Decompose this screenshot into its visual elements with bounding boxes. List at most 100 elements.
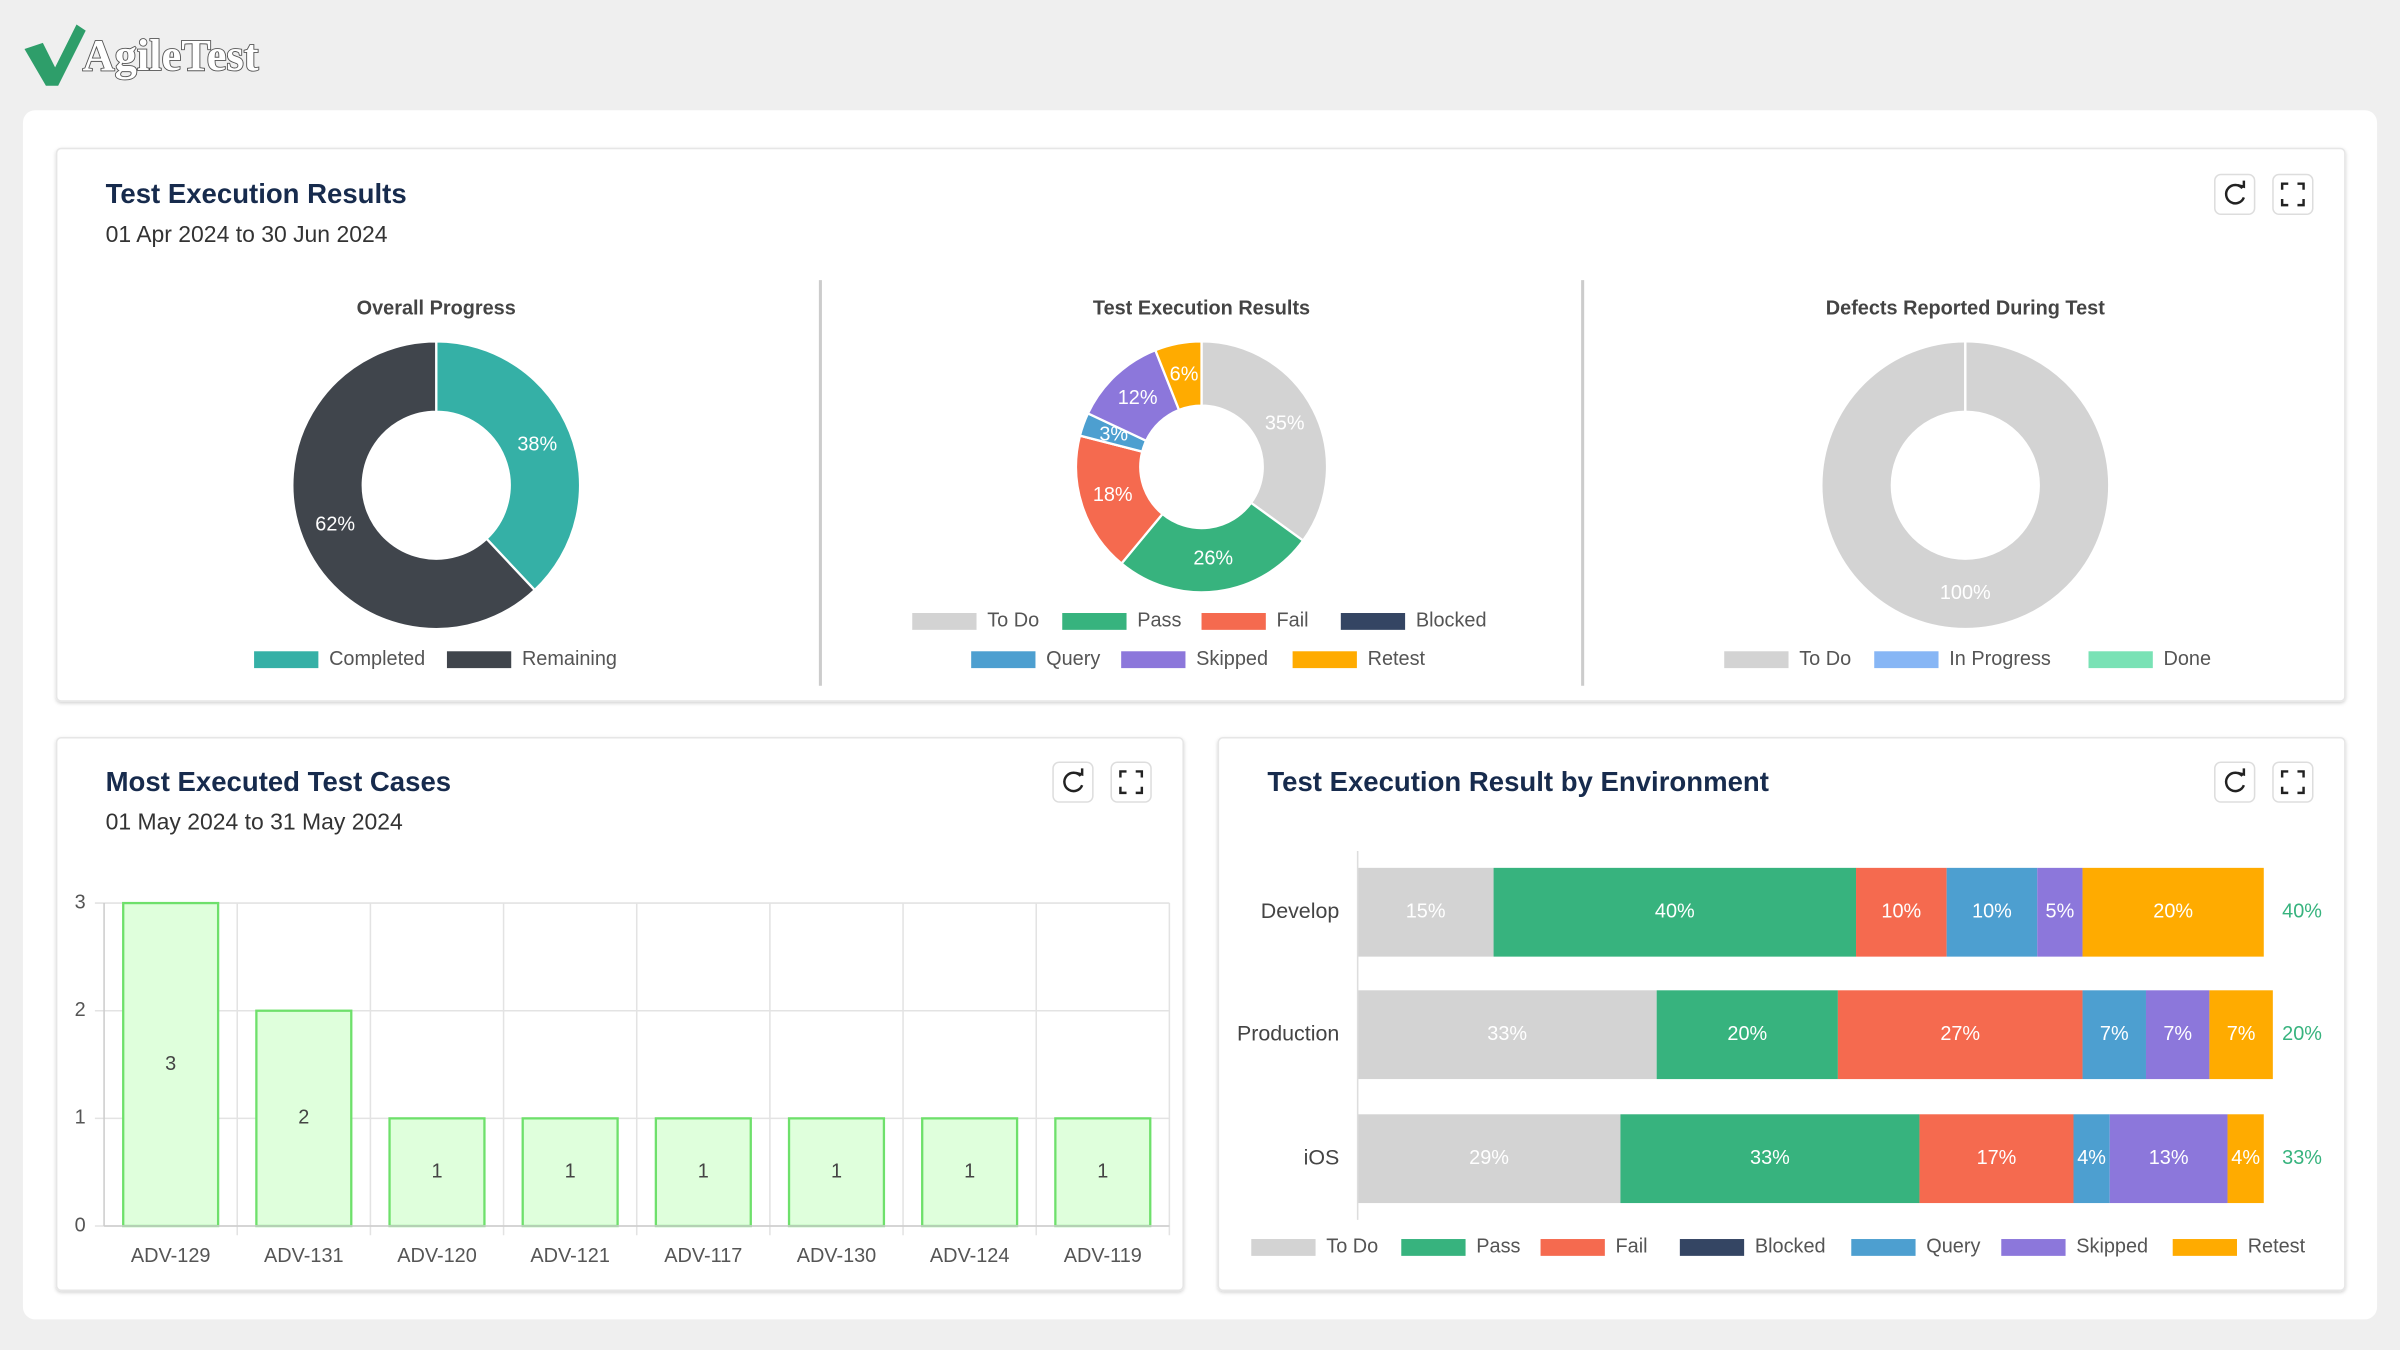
refresh-button[interactable] (2214, 173, 2256, 216)
legend-swatch (1340, 613, 1406, 630)
legend-swatch (971, 651, 1036, 669)
refresh-button[interactable] (1052, 761, 1094, 803)
bar-segment (2109, 1114, 2228, 1204)
fullscreen-icon (2280, 770, 2305, 795)
y-tick-label: 2 (75, 999, 86, 1021)
donut-slice (1820, 340, 2111, 631)
data-label: 33% (1750, 1147, 1790, 1169)
refresh-arrow (2237, 180, 2246, 189)
data-label: 62% (315, 513, 355, 535)
data-label: 1 (964, 1160, 975, 1182)
bar-segment (1357, 1114, 1621, 1204)
bar-segment (2073, 1114, 2110, 1204)
legend-label: Completed (329, 648, 425, 670)
legend-swatch (446, 651, 512, 669)
legend-label: To Do (1799, 648, 1851, 670)
legend-label: In Progress (1949, 648, 2051, 670)
donut-slice (1200, 340, 1329, 543)
button-bg (1110, 761, 1152, 803)
legend-swatch (1201, 613, 1266, 630)
button-bg (2272, 173, 2314, 216)
legend-label: Remaining (522, 648, 617, 670)
y-tick-label: 0 (75, 1214, 86, 1236)
legend-label: Skipped (1196, 648, 1268, 670)
bar-segment (1357, 990, 1657, 1080)
data-label: 4% (2231, 1147, 2260, 1169)
data-label: 20% (2153, 900, 2193, 922)
refresh-button[interactable] (2214, 761, 2256, 803)
data-label: 1 (1097, 1160, 1108, 1182)
refresh-arrow (2237, 768, 2246, 777)
card-title: Most Executed Test Cases (106, 766, 451, 797)
bar (654, 1117, 752, 1228)
bar-segment (2082, 867, 2264, 957)
legend-label: Fail (1277, 610, 1309, 632)
refresh-arrow (1075, 768, 1084, 777)
legend-label: Blocked (1755, 1236, 1826, 1258)
chart-title: Defects Reported During Test (1826, 297, 2105, 319)
legend-label: Query (1046, 648, 1100, 670)
data-label: 12% (1118, 387, 1158, 409)
legend-label: Query (1926, 1236, 1980, 1258)
data-label: 15% (1406, 900, 1446, 922)
data-label: 2 (298, 1107, 309, 1129)
data-label: 13% (2149, 1147, 2189, 1169)
bar (122, 901, 220, 1228)
pass-rate: 33% (2282, 1147, 2322, 1169)
button-bg (2214, 761, 2256, 803)
x-tick-label: ADV-129 (131, 1245, 211, 1267)
fullscreen-button[interactable] (1110, 761, 1152, 803)
data-label: 10% (1881, 900, 1921, 922)
x-tick-label: ADV-119 (1064, 1245, 1142, 1267)
refresh-icon (1063, 771, 1084, 793)
data-label: 5% (2046, 900, 2075, 922)
data-label: 10% (1972, 900, 2012, 922)
legend-swatch (1292, 651, 1357, 669)
donut-slice (1119, 501, 1305, 594)
data-label: 1 (565, 1160, 576, 1182)
data-label: 1 (698, 1160, 709, 1182)
legend-swatch (1724, 651, 1789, 669)
y-tick-label: 3 (75, 891, 86, 913)
legend-label: Blocked (1416, 610, 1487, 632)
fullscreen-button[interactable] (2272, 761, 2314, 803)
logo-icon (24, 24, 86, 86)
data-label: 29% (1469, 1147, 1509, 1169)
data-label: 27% (1940, 1023, 1980, 1045)
x-tick-label: ADV-131 (264, 1245, 344, 1267)
legend-swatch (1251, 1239, 1316, 1256)
fullscreen-button[interactable] (2272, 173, 2314, 216)
donut-slice (291, 340, 537, 631)
refresh-icon (2224, 183, 2246, 205)
legend-label: Pass (1137, 610, 1181, 632)
legend-swatch (1851, 1239, 1916, 1256)
card-subtitle: 01 May 2024 to 31 May 2024 (106, 809, 403, 835)
button-bg (2214, 173, 2256, 216)
legend-label: To Do (1326, 1236, 1378, 1258)
legend-label: Retest (1368, 648, 1426, 670)
data-label: 38% (517, 433, 557, 455)
chart-title: Overall Progress (357, 297, 516, 319)
legend-swatch (1062, 613, 1127, 630)
x-tick-label: ADV-130 (797, 1245, 877, 1267)
data-label: 35% (1265, 413, 1305, 435)
legend-swatch (254, 651, 319, 669)
data-label: 18% (1093, 484, 1133, 506)
legend-label: Retest (2248, 1236, 2306, 1258)
bar (388, 1117, 486, 1228)
bar (1054, 1117, 1152, 1228)
data-label: 26% (1193, 548, 1233, 570)
button-bg (1052, 761, 1094, 803)
bar-segment (2037, 867, 2083, 957)
data-label: 3 (165, 1053, 176, 1075)
data-label: 100% (1940, 582, 1991, 604)
data-label: 20% (1727, 1023, 1767, 1045)
x-tick-label: ADV-120 (397, 1245, 477, 1267)
legend-swatch (1679, 1239, 1745, 1256)
data-label: 7% (2227, 1023, 2256, 1045)
bar-segment (1493, 867, 1857, 957)
x-tick-label: ADV-124 (930, 1245, 1010, 1267)
chart-title: Test Execution Results (1093, 297, 1310, 319)
